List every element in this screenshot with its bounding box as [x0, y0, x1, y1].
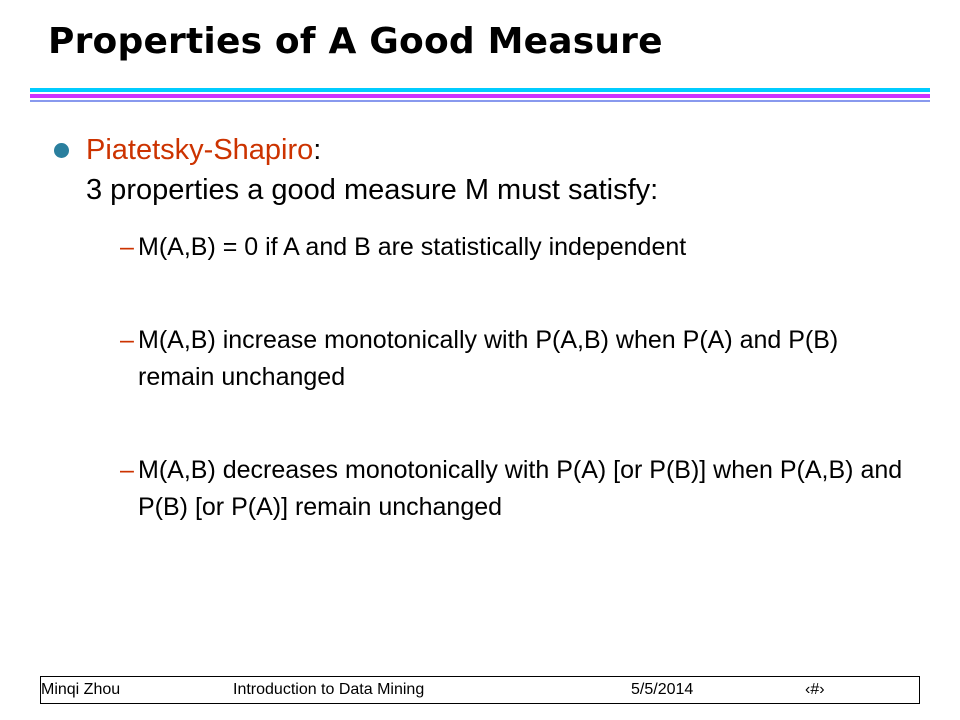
- title-rule-cyan: [30, 88, 930, 92]
- dash-icon: –: [120, 233, 134, 261]
- bullet-line-2: 3 properties a good measure M must satis…: [86, 174, 659, 206]
- property-text-2: M(A,B) increase monotonically with P(A,B…: [138, 326, 839, 391]
- property-item-2: – M(A,B) increase monotonically with P(A…: [120, 322, 920, 396]
- main-bullet: Piatetsky-Shapiro: 3 properties a good m…: [86, 130, 926, 210]
- footer-date: 5/5/2014: [631, 681, 694, 698]
- property-text-3: M(A,B) decreases monotonically with P(A)…: [138, 456, 903, 521]
- title-rule-blue: [30, 100, 930, 102]
- property-item-3: – M(A,B) decreases monotonically with P(…: [120, 452, 920, 526]
- footer-page-number: ‹#›: [805, 681, 825, 698]
- slide-footer: Minqi Zhou Introduction to Data Mining 5…: [40, 676, 920, 704]
- dash-icon: –: [120, 326, 134, 354]
- footer-course: Introduction to Data Mining: [233, 681, 425, 698]
- footer-author: Minqi Zhou: [41, 681, 121, 698]
- property-text-1: M(A,B) = 0 if A and B are statistically …: [138, 233, 687, 261]
- title-rule-magenta: [30, 94, 930, 98]
- bullet-author: Piatetsky-Shapiro: [86, 134, 314, 166]
- dash-icon: –: [120, 456, 134, 484]
- bullet-dot-icon: [54, 143, 69, 158]
- bullet-colon: :: [313, 134, 322, 166]
- property-item-1: – M(A,B) = 0 if A and B are statisticall…: [120, 229, 920, 266]
- slide-title: Properties of A Good Measure: [48, 21, 663, 62]
